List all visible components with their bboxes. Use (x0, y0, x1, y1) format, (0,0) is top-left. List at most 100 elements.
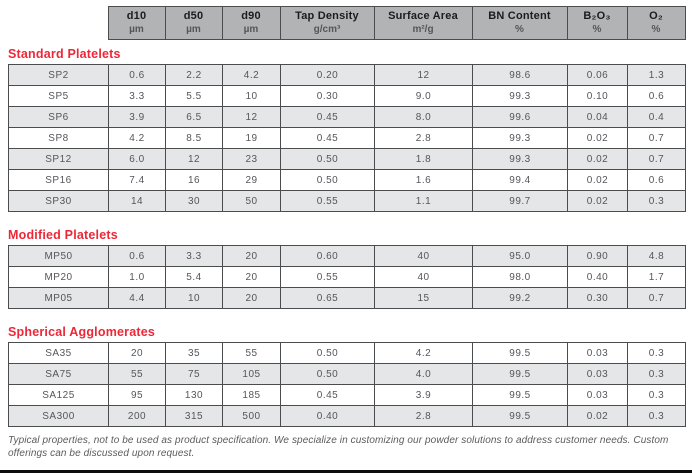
value-cell: 99.4 (472, 169, 568, 191)
column-unit: % (651, 24, 661, 35)
value-cell: 6.5 (165, 106, 223, 128)
value-cell: 0.10 (567, 85, 628, 107)
table-row: SA75 55 75 105 0.50 4.0 99.5 0.03 0.3 (8, 363, 686, 385)
value-cell: 0.02 (567, 127, 628, 149)
column-label: BN Content (488, 10, 551, 22)
value-cell: 1.8 (374, 148, 473, 170)
product-name-cell: SP30 (8, 190, 109, 212)
value-cell: 55 (108, 363, 166, 385)
column-header: BN Content% (471, 6, 568, 40)
value-cell: 0.30 (567, 287, 628, 309)
value-cell: 20 (222, 287, 281, 309)
value-cell: 40 (374, 266, 473, 288)
column-header: d90 µm (221, 6, 281, 40)
value-cell: 4.2 (222, 64, 281, 86)
value-cell: 99.3 (472, 85, 568, 107)
product-name-cell: SA35 (8, 342, 109, 364)
value-cell: 15 (374, 287, 473, 309)
value-cell: 0.04 (567, 106, 628, 128)
table-row: SA35 20 35 55 0.50 4.2 99.5 0.03 0.3 (8, 342, 686, 364)
column-unit: µm (186, 24, 201, 35)
value-cell: 0.7 (627, 287, 686, 309)
value-cell: 0.40 (280, 405, 375, 427)
table-row: SP30 14 30 50 0.55 1.1 99.7 0.02 0.3 (8, 190, 686, 212)
value-cell: 0.3 (627, 363, 686, 385)
sections-container: Standard Platelets SP2 0.6 2.2 4.2 0.20 12 98.6… (8, 47, 692, 427)
value-cell: 500 (222, 405, 281, 427)
value-cell: 5.5 (165, 85, 223, 107)
value-cell: 0.02 (567, 169, 628, 191)
column-unit: µm (243, 24, 259, 35)
value-cell: 3.3 (108, 85, 166, 107)
value-cell: 0.45 (280, 106, 375, 128)
value-cell: 4.4 (108, 287, 166, 309)
value-cell: 2.2 (165, 64, 223, 86)
section-data-table: SP2 0.6 2.2 4.2 0.20 12 98.6 0.06 1.3 SP5 3.3 5.5 10… (8, 64, 686, 212)
column-unit: m²/g (412, 24, 434, 35)
product-name-cell: MP05 (8, 287, 109, 309)
product-name-cell: SP8 (8, 127, 109, 149)
value-cell: 8.5 (165, 127, 223, 149)
value-cell: 23 (222, 148, 281, 170)
table-row: MP05 4.4 10 20 0.65 15 99.2 0.30 0.7 (8, 287, 686, 309)
value-cell: 0.6 (627, 85, 686, 107)
value-cell: 0.02 (567, 190, 628, 212)
value-cell: 19 (222, 127, 281, 149)
value-cell: 0.55 (280, 266, 375, 288)
value-cell: 0.4 (627, 106, 686, 128)
value-cell: 7.4 (108, 169, 166, 191)
section-data-table: SA35 20 35 55 0.50 4.2 99.5 0.03 0.3 SA75 55 75 105 0… (8, 342, 686, 427)
value-cell: 8.0 (374, 106, 473, 128)
value-cell: 20 (222, 245, 281, 267)
value-cell: 0.7 (627, 127, 686, 149)
value-cell: 0.90 (567, 245, 628, 267)
value-cell: 0.65 (280, 287, 375, 309)
column-header: d10 µm (107, 6, 166, 40)
column-header: d50 µm (164, 6, 223, 40)
value-cell: 130 (165, 384, 223, 406)
value-cell: 0.6 (108, 64, 166, 86)
value-cell: 0.3 (627, 190, 686, 212)
value-cell: 1.1 (374, 190, 473, 212)
value-cell: 0.20 (280, 64, 375, 86)
value-cell: 14 (108, 190, 166, 212)
value-cell: 4.2 (374, 342, 473, 364)
table-row: SP5 3.3 5.5 10 0.30 9.0 99.3 0.10 0.6 (8, 85, 686, 107)
value-cell: 12 (165, 148, 223, 170)
value-cell: 0.02 (567, 405, 628, 427)
value-cell: 99.5 (472, 342, 568, 364)
value-cell: 12 (374, 64, 473, 86)
value-cell: 99.3 (472, 127, 568, 149)
value-cell: 0.03 (567, 363, 628, 385)
value-cell: 10 (222, 85, 281, 107)
table-row: MP50 0.6 3.3 20 0.60 40 95.0 0.90 4.8 (8, 245, 686, 267)
value-cell: 75 (165, 363, 223, 385)
column-unit: % (515, 24, 524, 35)
product-name-cell: SA75 (8, 363, 109, 385)
product-name-cell: SA300 (8, 405, 109, 427)
column-label: Surface Area (388, 10, 458, 22)
value-cell: 0.45 (280, 384, 375, 406)
value-cell: 99.7 (472, 190, 568, 212)
value-cell: 29 (222, 169, 281, 191)
properties-header-table: d10 µm d50 µm d90 µm Tap Density g/cm³ Surface A… (8, 6, 686, 40)
footnote: Typical properties, not to be used as pr… (8, 435, 669, 459)
value-cell: 20 (108, 342, 166, 364)
value-cell: 35 (165, 342, 223, 364)
value-cell: 9.0 (374, 85, 473, 107)
value-cell: 0.30 (280, 85, 375, 107)
column-unit: % (592, 24, 602, 35)
value-cell: 50 (222, 190, 281, 212)
value-cell: 20 (222, 266, 281, 288)
value-cell: 0.3 (627, 384, 686, 406)
value-cell: 99.6 (472, 106, 568, 128)
value-cell: 0.50 (280, 363, 375, 385)
table-row: MP20 1.0 5.4 20 0.55 40 98.0 0.40 1.7 (8, 266, 686, 288)
value-cell: 1.3 (627, 64, 686, 86)
value-cell: 0.6 (627, 169, 686, 191)
value-cell: 3.9 (108, 106, 166, 128)
table-row: SP2 0.6 2.2 4.2 0.20 12 98.6 0.06 1.3 (8, 64, 686, 86)
column-label: O₂ (649, 10, 663, 22)
value-cell: 0.02 (567, 148, 628, 170)
value-cell: 0.3 (627, 342, 686, 364)
